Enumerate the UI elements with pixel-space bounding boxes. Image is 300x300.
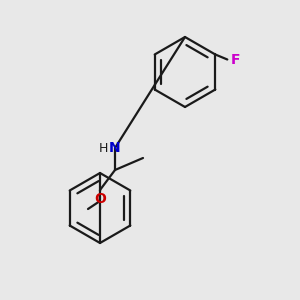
Text: O: O <box>94 192 106 206</box>
Text: F: F <box>230 52 240 67</box>
Text: N: N <box>109 141 121 155</box>
Text: H: H <box>99 142 108 154</box>
